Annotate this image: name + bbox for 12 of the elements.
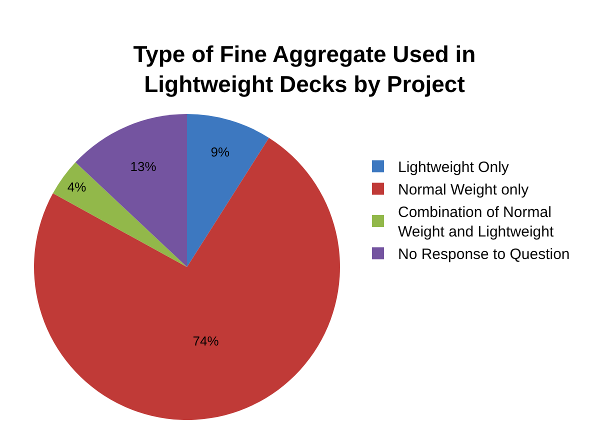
data-label: 74% <box>192 334 220 349</box>
pie-slice <box>34 138 340 420</box>
chart-title: Type of Fine Aggregate Used in Lightweight Decks by Project <box>133 41 476 97</box>
legend-label: No Response to Question <box>398 246 570 264</box>
data-label: 13% <box>130 159 157 174</box>
legend-label: Lightweight Only <box>398 159 510 176</box>
data-label: 4% <box>67 180 87 195</box>
pie-slice <box>52 162 187 267</box>
legend-label: Normal Weight only <box>398 182 530 199</box>
pie-slice <box>187 114 269 267</box>
data-label: 9% <box>210 144 230 160</box>
legend-label: Combination of Normal Weight and Lightweight <box>398 204 554 241</box>
